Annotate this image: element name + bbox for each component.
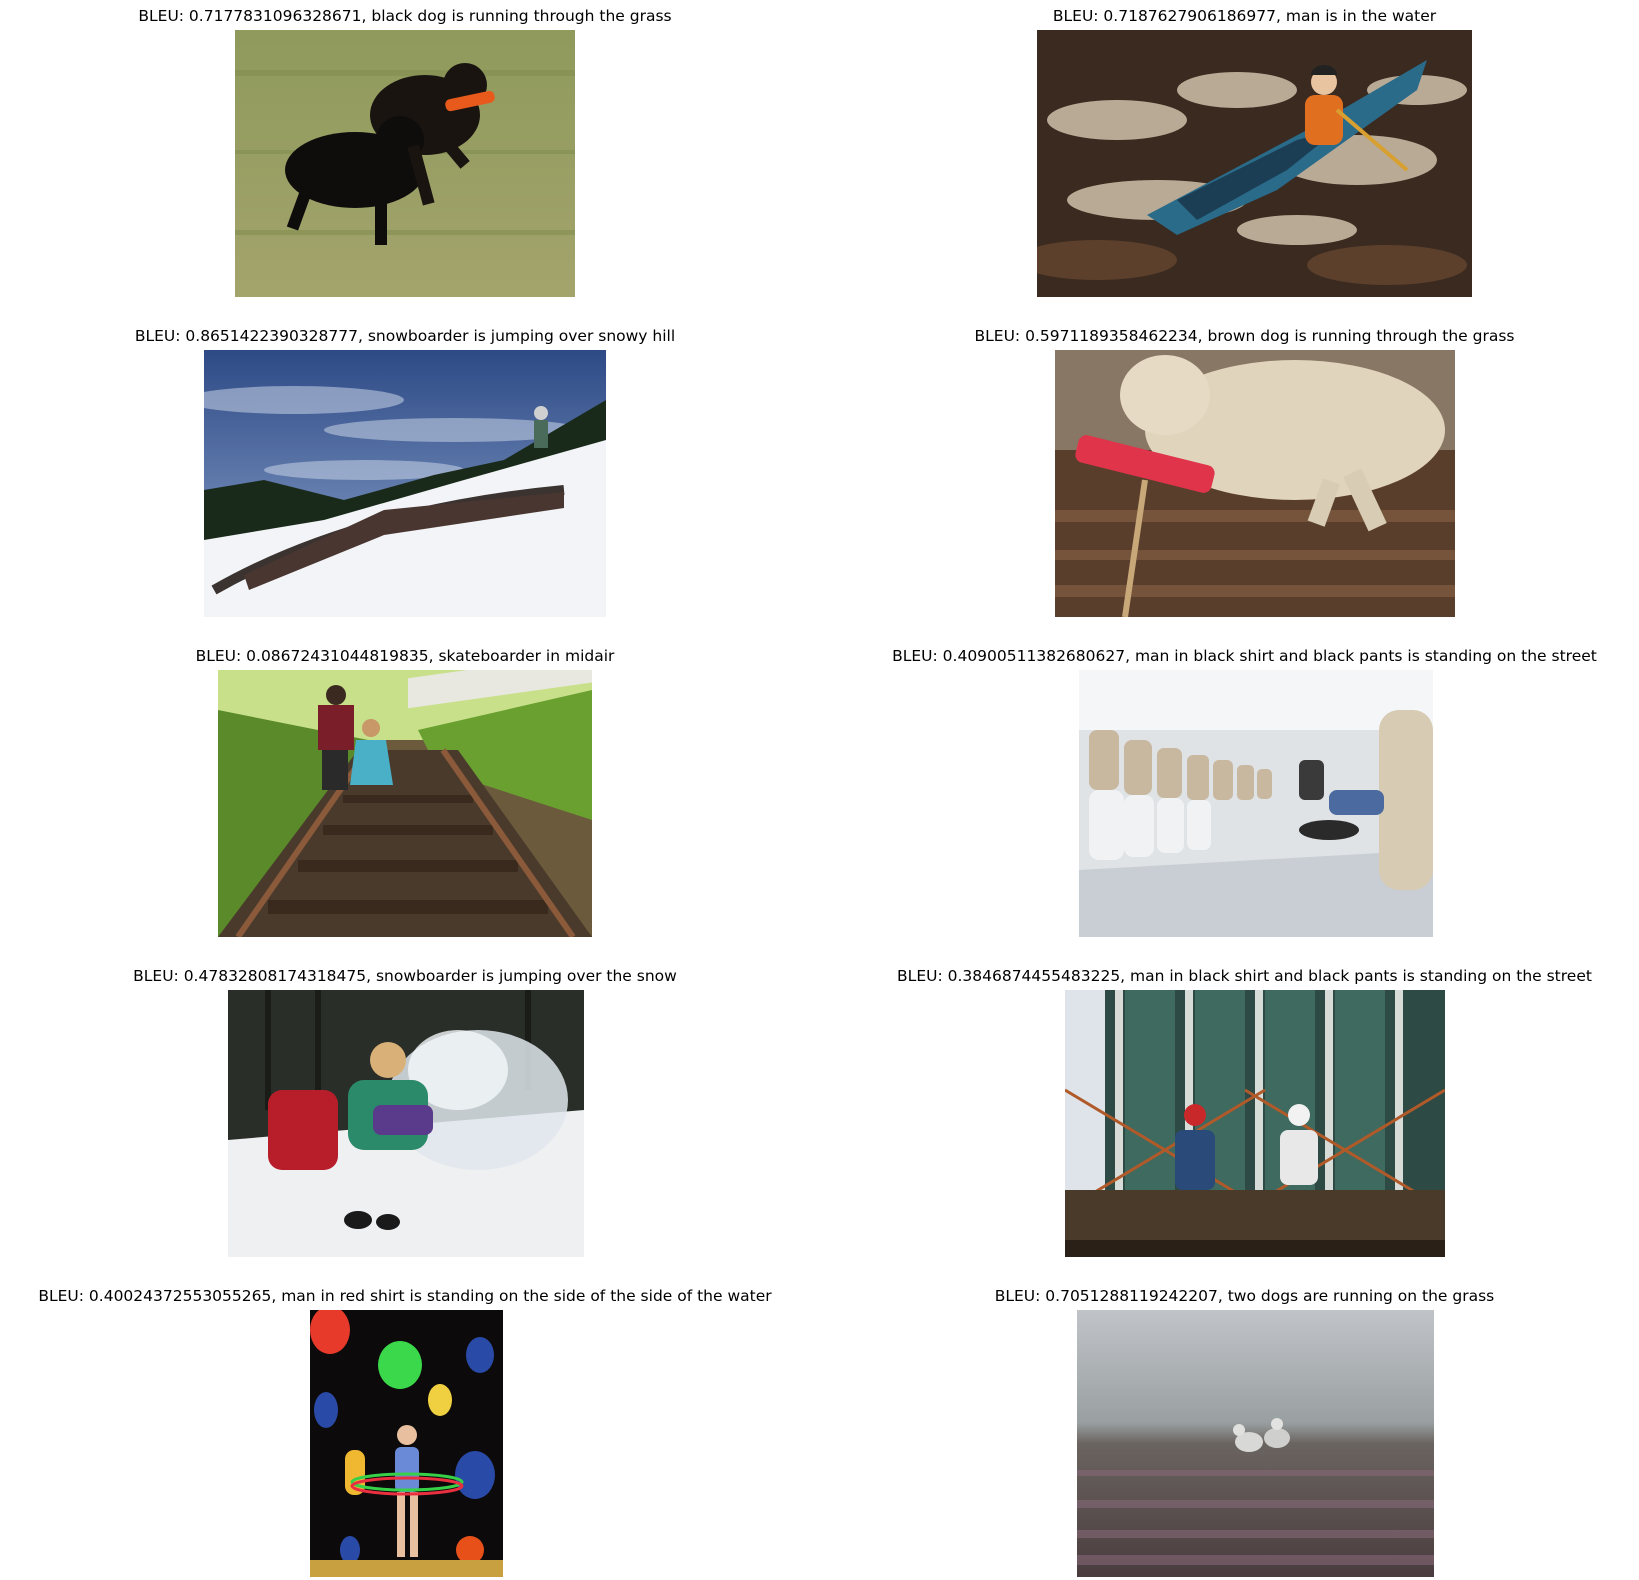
photo-girl-hula-hoop-balloons (310, 1310, 503, 1577)
caption-panel-8: BLEU: 0.3846874455483225, man in black s… (897, 967, 1592, 985)
caption-panel-2: BLEU: 0.7187627906186977, man is in the … (1052, 7, 1437, 25)
caption-panel-10: BLEU: 0.7051288119242207, two dogs are r… (994, 1287, 1495, 1305)
photo-ferry-interior-seats (1079, 670, 1433, 937)
caption-panel-5: BLEU: 0.08672431044819835, skateboarder … (195, 647, 615, 665)
photo-dog-with-broom (1055, 350, 1455, 617)
photo-woman-snow-smoke (228, 990, 584, 1257)
caption-panel-6: BLEU: 0.40900511382680627, man in black … (892, 647, 1597, 665)
photo-two-dogs-foggy-heather (1077, 1310, 1434, 1577)
caption-panel-4: BLEU: 0.5971189358462234, brown dog is r… (974, 327, 1515, 345)
caption-panel-3: BLEU: 0.8651422390328777, snowboarder is… (134, 327, 676, 345)
photo-man-girl-railroad-tracks (218, 670, 592, 937)
photo-kayaker-whitewater (1037, 30, 1472, 297)
caption-panel-7: BLEU: 0.47832808174318475, snowboarder i… (133, 967, 677, 985)
caption-panel-1: BLEU: 0.7177831096328671, black dog is r… (138, 7, 672, 25)
photo-snowboarder-rail (204, 350, 606, 617)
photo-two-black-dogs-grass (235, 30, 575, 297)
photo-workers-on-beam (1065, 990, 1445, 1257)
caption-panel-9: BLEU: 0.40024372553055265, man in red sh… (38, 1287, 772, 1305)
